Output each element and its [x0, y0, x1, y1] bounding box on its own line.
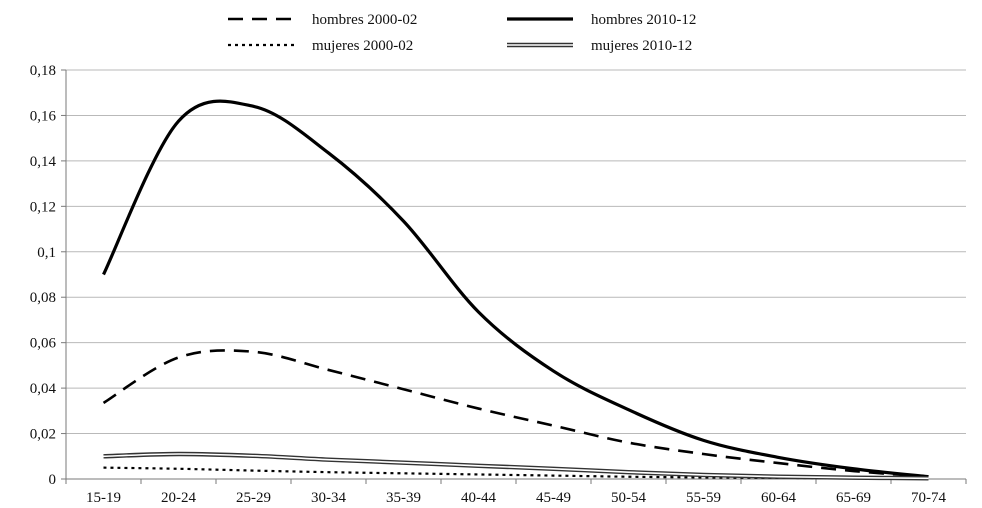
- legend-label: hombres 2010-12: [591, 12, 696, 28]
- legend-item-hombres-2000-02: hombres 2000-02: [228, 12, 417, 28]
- series-lines: [102, 99, 929, 481]
- legend-label: hombres 2000-02: [312, 12, 417, 28]
- y-tick-labels: 0 0,02 0,04 0,06 0,08 0,1 0,12 0,14 0,16 0,18: [30, 63, 57, 488]
- x-tick-label: 20-24: [161, 490, 196, 506]
- x-tick-label: 60-64: [761, 490, 796, 506]
- series-hombres-2010-12: [102, 99, 929, 479]
- y-tick-label: 0,16: [30, 108, 57, 124]
- y-tick-label: 0,14: [30, 154, 57, 170]
- y-tick-label: 0,02: [30, 427, 56, 443]
- y-tick-label: 0,18: [30, 63, 56, 79]
- x-tick-label: 65-69: [836, 490, 871, 506]
- legend-label: mujeres 2010-12: [591, 38, 692, 54]
- series-line: [102, 349, 929, 479]
- series-line: [102, 99, 929, 479]
- y-tick-label: 0: [49, 472, 57, 488]
- x-tick-label: 30-34: [311, 490, 346, 506]
- x-tick-label: 15-19: [86, 490, 121, 506]
- y-tick-label: 0,12: [30, 199, 56, 215]
- legend-item-mujeres-2010-12: mujeres 2010-12: [507, 38, 692, 54]
- x-tick-label: 35-39: [386, 490, 421, 506]
- legend-label: mujeres 2000-02: [312, 38, 413, 54]
- y-tick-label: 0,1: [37, 245, 56, 261]
- x-tick-label: 45-49: [536, 490, 571, 506]
- axes: [61, 69, 967, 484]
- x-tick-label: 55-59: [686, 490, 721, 506]
- y-tick-label: 0,08: [30, 290, 56, 306]
- y-tick-label: 0,04: [30, 381, 57, 397]
- x-tick-label: 70-74: [911, 490, 946, 506]
- x-tick-label: 50-54: [611, 490, 646, 506]
- y-tick-label: 0,06: [30, 336, 57, 352]
- legend-item-hombres-2010-12: hombres 2010-12: [507, 12, 696, 28]
- x-tick-label: 40-44: [461, 490, 496, 506]
- gridlines: [66, 69, 966, 435]
- series-hombres-2000-02: [102, 349, 929, 479]
- series-mujeres-2010-12: [103, 451, 929, 481]
- legend: hombres 2000-02 hombres 2010-12 mujeres 20…: [228, 12, 696, 54]
- x-tick-labels: 15-19 20-24 25-29 30-34 35-39 40-44 45-49 50-54…: [86, 490, 946, 506]
- series-line: [103, 453, 929, 480]
- x-tick-label: 25-29: [236, 490, 271, 506]
- legend-item-mujeres-2000-02: mujeres 2000-02: [228, 38, 413, 54]
